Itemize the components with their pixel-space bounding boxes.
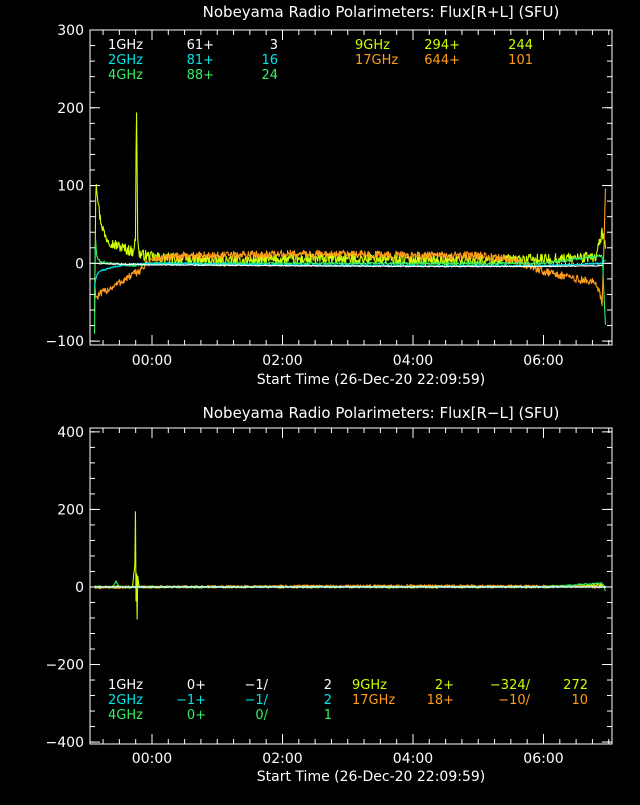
legend-band-1ghz: 1GHz <box>108 678 143 693</box>
y-tick-label: 300 <box>57 23 84 39</box>
legend-peak: 272 <box>563 678 588 693</box>
legend-base: 88+ <box>187 68 214 83</box>
legend: 1GHz 61+ 3 2GHz 81+ 16 4GHz 88+ 24 9GHz 294+ 244 17G… <box>108 38 533 83</box>
legend-band-9ghz: 9GHz <box>352 678 387 693</box>
legend-band-2ghz: 2GHz <box>108 693 143 708</box>
y-tick-label: 200 <box>57 502 84 518</box>
x-tick-label: 02:00 <box>262 751 302 767</box>
legend-mid: −10/ <box>498 693 530 708</box>
y-tick-label: −200 <box>46 658 84 674</box>
legend-mid: −1/ <box>244 693 268 708</box>
legend-base: 81+ <box>187 53 214 68</box>
legend-peak: 16 <box>261 53 278 68</box>
legend-peak: 2 <box>324 678 332 693</box>
series-line-17ghz <box>95 188 606 305</box>
legend-band-4ghz: 4GHz <box>108 68 143 83</box>
y-tick-label: 400 <box>57 425 84 441</box>
panel-top-flux-sum: Nobeyama Radio Polarimeters: Flux[R+L] (… <box>46 3 612 388</box>
legend-band-4ghz: 4GHz <box>108 708 143 723</box>
x-tick-label: 04:00 <box>393 751 433 767</box>
y-tick-label: 200 <box>57 101 84 117</box>
series-line-9ghz <box>95 81 606 313</box>
legend-band-17ghz: 17GHz <box>352 693 395 708</box>
legend-base: 294+ <box>424 38 460 53</box>
legend-mid: 0/ <box>255 708 268 723</box>
legend-mid: −324/ <box>490 678 531 693</box>
legend-peak: 10 <box>571 693 588 708</box>
legend-mid: −1/ <box>244 678 268 693</box>
legend-base: 2+ <box>435 678 454 693</box>
legend-peak: 3 <box>270 38 278 53</box>
legend-base: 18+ <box>427 693 454 708</box>
legend-band-9ghz: 9GHz <box>355 38 390 53</box>
legend-band-1ghz: 1GHz <box>108 38 143 53</box>
plot-frame <box>90 30 612 345</box>
legend-base: 61+ <box>187 38 214 53</box>
legend-peak: 1 <box>324 708 332 723</box>
y-tick-label: 0 <box>75 256 84 272</box>
legend-peak: 101 <box>508 53 533 68</box>
y-tick-label: 0 <box>75 580 84 596</box>
x-tick-label: 00:00 <box>132 751 172 767</box>
y-tick-label: −400 <box>46 735 84 751</box>
x-tick-label: 00:00 <box>132 353 172 369</box>
legend-peak: 2 <box>324 693 332 708</box>
chart-title: Nobeyama Radio Polarimeters: Flux[R−L] (… <box>203 404 560 422</box>
x-axis-label: Start Time (26-Dec-20 22:09:59) <box>257 372 485 388</box>
x-tick-label: 06:00 <box>523 751 563 767</box>
x-axis-label: Start Time (26-Dec-20 22:09:59) <box>257 769 485 785</box>
series-group <box>95 81 606 334</box>
legend-band-17ghz: 17GHz <box>355 53 398 68</box>
legend-base: 0+ <box>187 708 206 723</box>
x-tick-label: 04:00 <box>393 353 433 369</box>
y-tick-label: 100 <box>57 179 84 195</box>
legend-base: −1+ <box>176 693 206 708</box>
legend: 1GHz 0+ −1/2 2GHz −1+ −1/2 4GHz 0+ 0/1 9GHz 2+ −324… <box>108 678 588 723</box>
chart-title: Nobeyama Radio Polarimeters: Flux[R+L] (… <box>203 3 560 21</box>
legend-base: 0+ <box>187 678 206 693</box>
legend-peak: 24 <box>261 68 278 83</box>
series-line-4ghz <box>95 232 606 334</box>
x-tick-label: 06:00 <box>523 353 563 369</box>
legend-peak: 244 <box>508 38 533 53</box>
legend-base: 644+ <box>424 53 460 68</box>
legend-band-2ghz: 2GHz <box>108 53 143 68</box>
panel-bottom-flux-diff: Nobeyama Radio Polarimeters: Flux[R−L] (… <box>46 404 612 785</box>
y-tick-label: −100 <box>46 334 84 350</box>
x-tick-label: 02:00 <box>262 353 302 369</box>
